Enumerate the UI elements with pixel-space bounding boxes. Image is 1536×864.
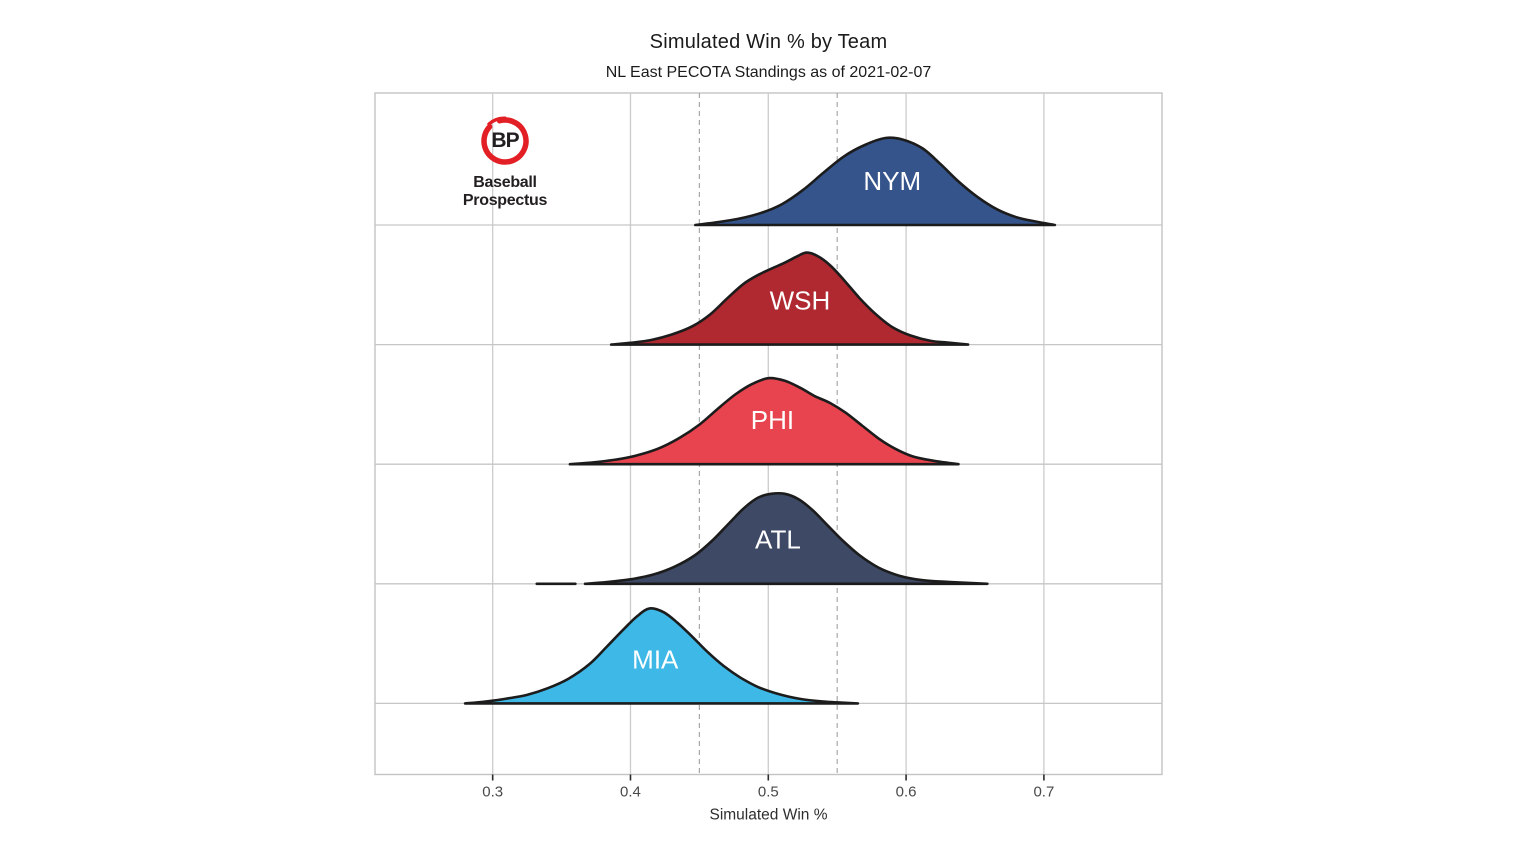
bp-ring-icon: BP	[475, 111, 535, 171]
chart-title: Simulated Win % by Team	[649, 31, 888, 53]
bp-wordmark-line2: Prospectus	[462, 192, 548, 209]
chart-subtitle: NL East PECOTA Standings as of 2021-02-0…	[605, 64, 932, 81]
bp-wordmark-line1: Baseball	[473, 174, 537, 191]
bp-wordmark: Baseball Prospectus	[445, 174, 565, 210]
team-label-nym: NYM	[863, 166, 921, 196]
ridge-atl	[583, 491, 989, 586]
x-tick-label-0.3: 0.3	[482, 784, 503, 801]
ridge-mia	[463, 606, 860, 705]
team-label-mia: MIA	[632, 644, 679, 674]
team-label-wsh: WSH	[770, 285, 831, 315]
team-label-atl: ATL	[755, 525, 801, 555]
bp-monogram: BP	[491, 129, 519, 152]
ridge-phi	[568, 376, 960, 466]
x-tick-label-0.7: 0.7	[1033, 784, 1054, 801]
x-tick-label-0.5: 0.5	[758, 784, 779, 801]
x-tick-label-0.6: 0.6	[896, 784, 917, 801]
team-label-phi: PHI	[751, 405, 794, 435]
ridge-wsh	[609, 251, 970, 346]
ridge-nym	[694, 136, 1057, 227]
baseball-prospectus-logo: BP Baseball Prospectus	[445, 111, 565, 210]
bp-swirl-icon	[481, 116, 529, 165]
x-axis-label: Simulated Win %	[709, 807, 827, 824]
x-tick-label-0.4: 0.4	[620, 784, 641, 801]
